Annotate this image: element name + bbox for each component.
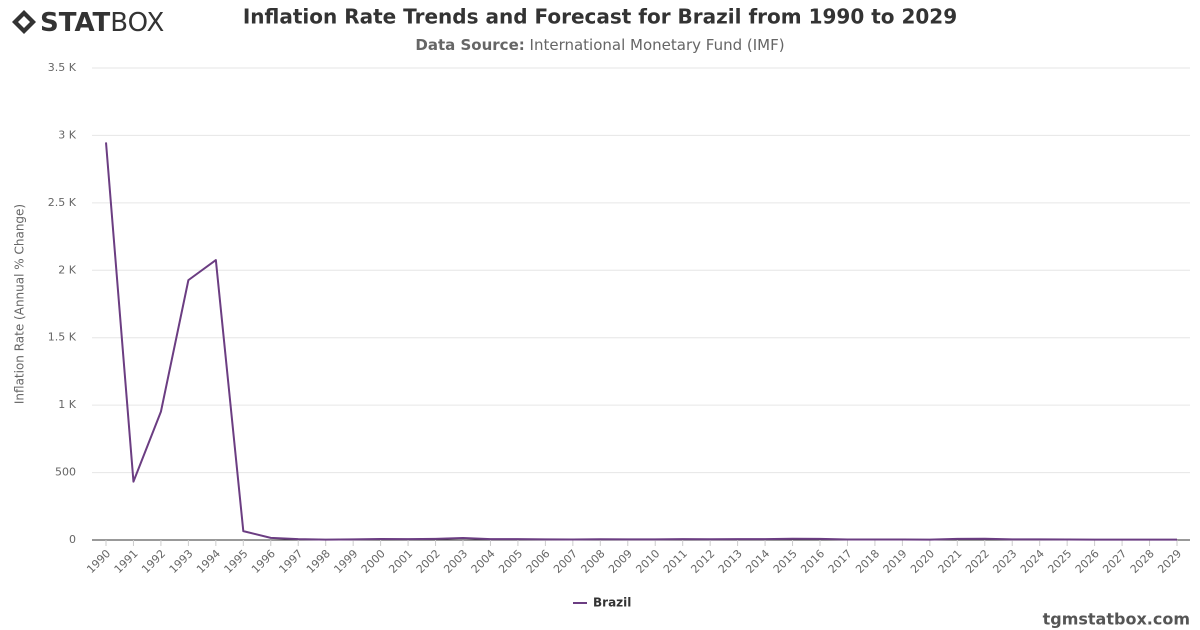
chart-subtitle: Data Source: International Monetary Fund… — [415, 36, 784, 54]
x-tick-label: 2026 — [1073, 547, 1102, 576]
x-tick-label: 2002 — [414, 547, 443, 576]
x-tick-label: 2004 — [469, 547, 498, 576]
logo-text: STATBOX — [40, 8, 164, 38]
subtitle-text: International Monetary Fund (IMF) — [530, 36, 785, 54]
x-tick-label: 2006 — [524, 547, 553, 576]
x-tick-label: 2000 — [359, 547, 388, 576]
x-tick-label: 2018 — [853, 547, 882, 576]
x-tick-label: 1993 — [167, 547, 196, 576]
x-tick-label: 1992 — [139, 547, 168, 576]
x-tick-label: 2025 — [1045, 547, 1074, 576]
y-tick-label: 3 K — [58, 128, 76, 141]
y-axis-title: Inflation Rate (Annual % Change) — [13, 204, 27, 404]
x-tick-label: 2003 — [441, 547, 470, 576]
x-tick-label: 2010 — [633, 547, 662, 576]
x-tick-label: 2028 — [1128, 547, 1157, 576]
data-line — [105, 142, 1177, 541]
x-tick-label: 2029 — [1155, 547, 1184, 576]
x-tick-label: 1998 — [304, 547, 333, 576]
subtitle-label: Data Source: — [415, 36, 524, 54]
y-tick-label: 2.5 K — [48, 196, 77, 209]
x-tick-label: 2012 — [688, 547, 717, 576]
y-tick-label: 500 — [55, 466, 76, 479]
logo: STATBOX — [12, 8, 164, 38]
watermark: tgmstatbox.com — [1043, 610, 1190, 629]
x-tick-label: 2019 — [881, 547, 910, 576]
x-tick-label: 2027 — [1100, 547, 1129, 576]
x-tick-label: 2009 — [606, 547, 635, 576]
x-tick-label: 1999 — [331, 547, 360, 576]
x-tick-label: 2014 — [743, 547, 772, 576]
x-tick-label: 1996 — [249, 547, 278, 576]
x-tick-label: 2015 — [771, 547, 800, 576]
legend-label: Brazil — [593, 596, 631, 610]
x-tick-label: 1991 — [112, 547, 141, 576]
x-tick-label: 2020 — [908, 547, 937, 576]
chart-title: Inflation Rate Trends and Forecast for B… — [243, 5, 957, 29]
x-tick-label: 2021 — [936, 547, 965, 576]
logo-light: BOX — [110, 8, 164, 38]
x-tick-label: 2023 — [990, 547, 1019, 576]
y-tick-label: 2 K — [58, 263, 76, 276]
x-tick-label: 2001 — [386, 547, 415, 576]
x-tick-label: 2024 — [1018, 547, 1047, 576]
x-tick-label: 2011 — [661, 547, 690, 576]
y-tick-label: 3.5 K — [48, 61, 77, 74]
x-tick-label: 2007 — [551, 547, 580, 576]
y-tick-label: 1.5 K — [48, 331, 77, 344]
x-tick-label: 1997 — [276, 547, 305, 576]
x-tick-label: 2005 — [496, 547, 525, 576]
x-tick-label: 1990 — [84, 547, 113, 576]
x-tick-label: 2022 — [963, 547, 992, 576]
x-tick-label: 2016 — [798, 547, 827, 576]
x-tick-label: 2008 — [579, 547, 608, 576]
y-tick-label: 0 — [69, 533, 76, 546]
y-tick-label: 1 K — [58, 398, 76, 411]
logo-icon-inner — [18, 16, 30, 28]
x-tick-label: 1994 — [194, 547, 223, 576]
logo-bold: STAT — [40, 8, 111, 38]
x-tick-label: 2013 — [716, 547, 745, 576]
x-tick-label: 1995 — [222, 547, 251, 576]
x-tick-label: 2017 — [826, 547, 855, 576]
